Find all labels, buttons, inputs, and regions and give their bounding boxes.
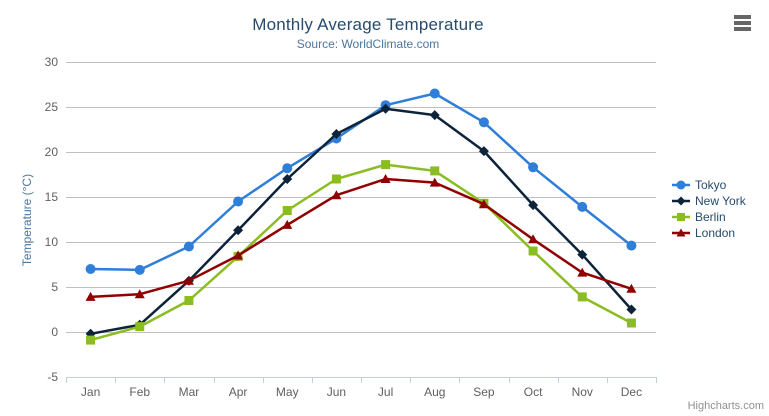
legend-marker-circle	[672, 180, 690, 190]
point-marker[interactable]	[183, 241, 194, 252]
menu-bar	[734, 27, 751, 31]
x-axis-label: Apr	[229, 385, 248, 399]
point-marker[interactable]	[331, 129, 342, 139]
point-marker[interactable]	[577, 292, 587, 302]
legend-item-new-york[interactable]: New York	[672, 193, 746, 209]
x-axis-label: May	[276, 385, 299, 399]
point-marker[interactable]	[676, 180, 686, 190]
point-marker[interactable]	[528, 200, 539, 211]
legend-label: London	[695, 226, 736, 240]
series-line-tokyo	[89, 92, 633, 272]
point-marker[interactable]	[577, 201, 588, 212]
point-marker[interactable]	[233, 196, 244, 207]
point-marker[interactable]	[676, 196, 686, 206]
point-marker[interactable]	[429, 88, 440, 99]
point-marker[interactable]	[233, 225, 244, 236]
point-marker[interactable]	[429, 110, 440, 121]
chart-subtitle: Source: WorldClimate.com	[296, 37, 440, 51]
export-menu-icon[interactable]	[734, 15, 753, 33]
x-axis-label: Jun	[327, 385, 346, 399]
y-axis-label: 25	[45, 100, 59, 114]
x-axis-label: Nov	[572, 385, 593, 399]
point-marker[interactable]	[626, 283, 637, 293]
chart-title: Monthly Average Temperature	[252, 15, 484, 34]
legend-item-tokyo[interactable]: Tokyo	[672, 177, 746, 193]
x-axis-label: Jul	[378, 385, 393, 399]
point-marker[interactable]	[528, 162, 539, 173]
legend-label: New York	[695, 194, 746, 208]
menu-bar	[734, 21, 751, 25]
y-axis-label: 0	[51, 325, 58, 339]
x-axis-label: Dec	[621, 385, 642, 399]
point-marker[interactable]	[135, 322, 145, 332]
point-marker[interactable]	[183, 275, 194, 285]
legend-marker-diamond	[672, 196, 690, 206]
point-marker[interactable]	[429, 177, 440, 187]
legend-item-london[interactable]: London	[672, 225, 746, 241]
x-axis-label: Aug	[424, 385, 445, 399]
point-marker[interactable]	[282, 163, 293, 174]
y-axis-title: Temperature (°C)	[20, 173, 34, 267]
legend: Tokyo New York Berlin London	[672, 177, 746, 241]
y-axis-label: 30	[45, 55, 59, 69]
point-marker[interactable]	[282, 219, 293, 229]
point-marker[interactable]	[85, 264, 96, 274]
point-marker[interactable]	[282, 174, 293, 184]
point-marker[interactable]	[577, 267, 588, 277]
point-marker[interactable]	[478, 117, 489, 128]
point-marker[interactable]	[331, 190, 342, 200]
point-marker[interactable]	[380, 174, 391, 183]
y-axis-label: -5	[47, 370, 58, 384]
legend-marker-triangle	[672, 228, 690, 237]
point-marker[interactable]	[86, 335, 96, 345]
y-axis-label: 20	[45, 145, 59, 159]
point-marker[interactable]	[626, 304, 637, 315]
point-marker[interactable]	[233, 250, 244, 260]
x-axis-label: Feb	[129, 385, 150, 399]
point-marker[interactable]	[478, 146, 489, 157]
legend-marker-square	[672, 213, 690, 221]
y-axis-label: 15	[45, 190, 59, 204]
point-marker[interactable]	[626, 318, 636, 328]
point-marker[interactable]	[381, 160, 391, 170]
point-marker[interactable]	[478, 199, 489, 209]
menu-bar	[734, 15, 751, 19]
series-line-berlin	[89, 163, 633, 342]
legend-item-berlin[interactable]: Berlin	[672, 209, 746, 225]
point-marker[interactable]	[676, 228, 686, 237]
series-london	[85, 174, 637, 301]
point-marker[interactable]	[85, 291, 96, 301]
point-marker[interactable]	[282, 206, 292, 215]
y-axis-label: 10	[45, 235, 59, 249]
point-marker[interactable]	[528, 246, 538, 256]
point-marker[interactable]	[577, 249, 588, 260]
series-line-london	[89, 177, 633, 299]
legend-label: Tokyo	[695, 178, 727, 192]
credits-link[interactable]: Highcharts.com	[687, 400, 764, 412]
point-marker[interactable]	[430, 166, 440, 176]
point-marker[interactable]	[184, 296, 194, 305]
x-axis-label: Jan	[81, 385, 100, 399]
x-axis-label: Sep	[473, 385, 495, 399]
point-marker[interactable]	[331, 174, 341, 184]
series-line-new-york	[89, 107, 633, 336]
point-marker[interactable]	[677, 213, 685, 221]
series-tokyo	[85, 88, 637, 275]
point-marker[interactable]	[134, 289, 145, 299]
legend-label: Berlin	[695, 210, 726, 224]
y-axis-label: 5	[51, 280, 58, 294]
point-marker[interactable]	[528, 234, 539, 244]
point-marker[interactable]	[626, 240, 637, 251]
point-marker[interactable]	[134, 264, 145, 275]
x-axis-label: Oct	[524, 385, 543, 399]
point-marker[interactable]	[380, 103, 391, 114]
x-axis-label: Mar	[179, 385, 200, 399]
series-new-york	[85, 103, 637, 339]
